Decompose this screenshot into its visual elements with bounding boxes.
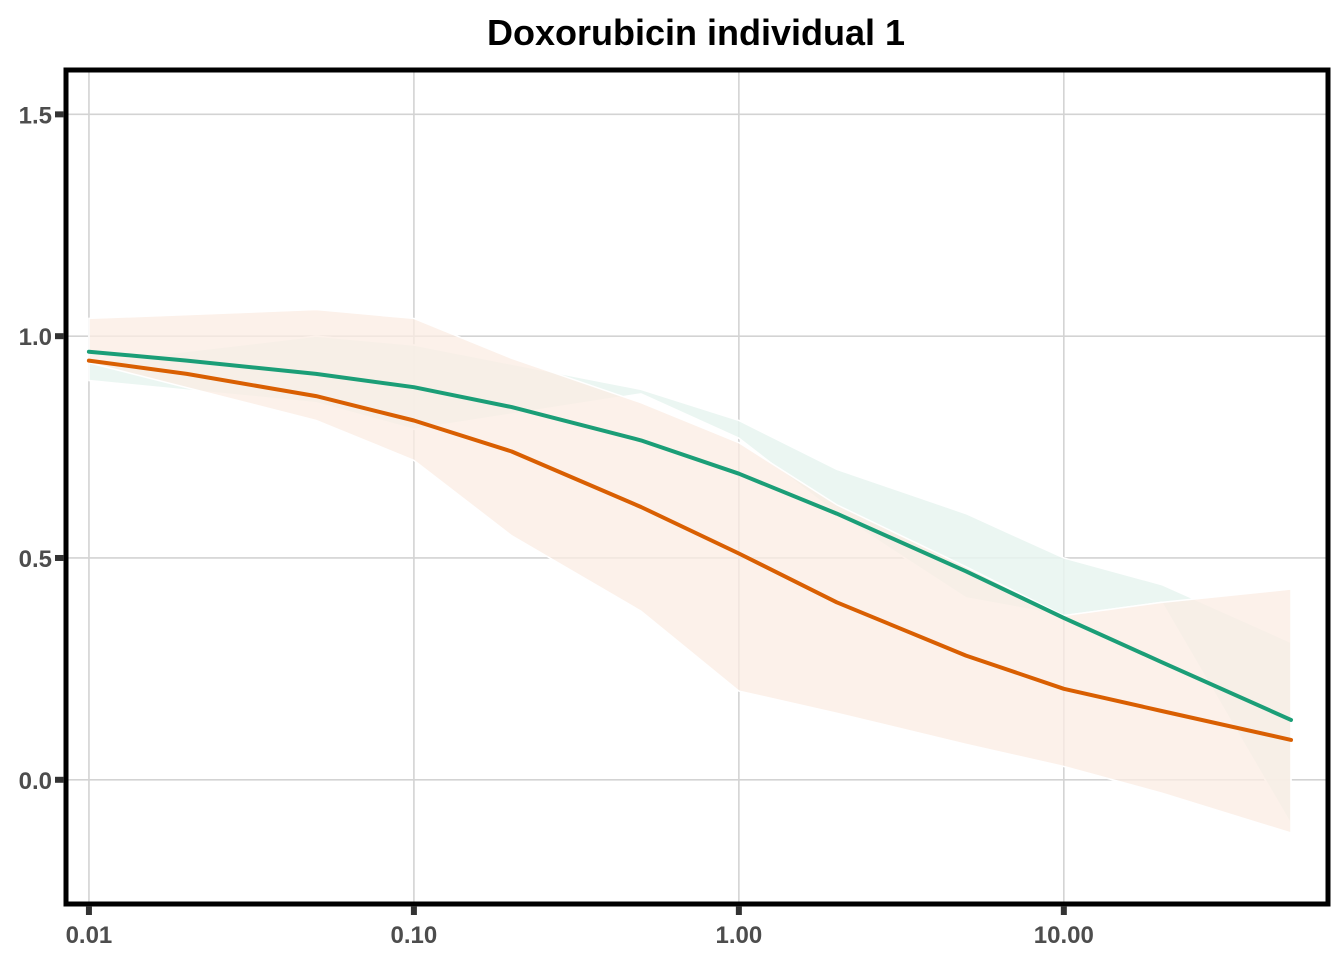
confidence-band-1 <box>88 308 1292 835</box>
ribbon-layer <box>88 308 1292 835</box>
chart-title: Doxorubicin individual 1 <box>487 12 905 53</box>
y-tick-label-2: 1.0 <box>19 324 52 351</box>
y-tick-label-1: 0.5 <box>19 546 52 573</box>
tick-layer: 0.01 0.10 1.00 10.00 0.0 0.5 1.0 1.5 <box>19 102 1094 949</box>
y-tick-label-0: 0.0 <box>19 768 52 795</box>
series-line-0 <box>86 349 1293 722</box>
line-layer <box>86 349 1293 742</box>
x-tick-label-1: 0.10 <box>391 922 438 949</box>
y-tick-label-3: 1.5 <box>19 102 52 129</box>
panel-border <box>63 67 1331 907</box>
series-line-1 <box>86 358 1293 742</box>
x-tick-label-3: 10.00 <box>1034 922 1094 949</box>
x-tick-label-2: 1.00 <box>716 922 763 949</box>
x-tick-label-0: 0.01 <box>66 922 113 949</box>
